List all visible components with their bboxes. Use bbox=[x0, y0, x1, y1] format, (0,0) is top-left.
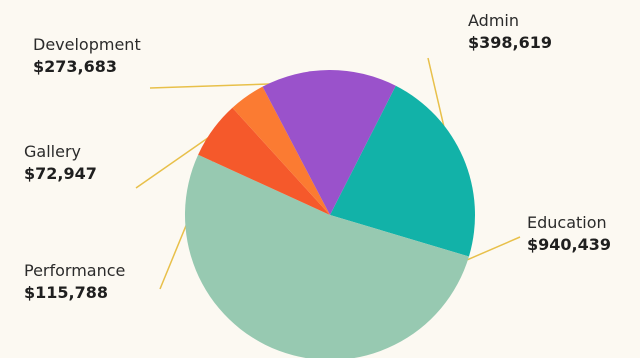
pie-slice-development bbox=[262, 69, 396, 215]
pie-slice-education bbox=[185, 154, 469, 358]
slice-value-performance: $115,788 bbox=[24, 283, 108, 302]
slice-label-education: Education bbox=[527, 213, 607, 232]
slice-label-admin: Admin bbox=[468, 11, 519, 30]
pie-slice-gallery bbox=[232, 86, 330, 215]
slice-value-education: $940,439 bbox=[527, 235, 611, 254]
pie-slices bbox=[185, 69, 475, 358]
slice-value-admin: $398,619 bbox=[468, 33, 552, 52]
slice-labels: Admin $398,619 Education $940,439 Performanc… bbox=[24, 11, 611, 302]
slice-label-development: Development bbox=[33, 35, 141, 54]
pie-slice-admin bbox=[330, 85, 475, 257]
slice-label-gallery: Gallery bbox=[24, 142, 81, 161]
slice-value-development: $273,683 bbox=[33, 57, 117, 76]
pie-slice-performance bbox=[198, 107, 330, 215]
slice-value-gallery: $72,947 bbox=[24, 164, 97, 183]
slice-label-performance: Performance bbox=[24, 261, 125, 280]
